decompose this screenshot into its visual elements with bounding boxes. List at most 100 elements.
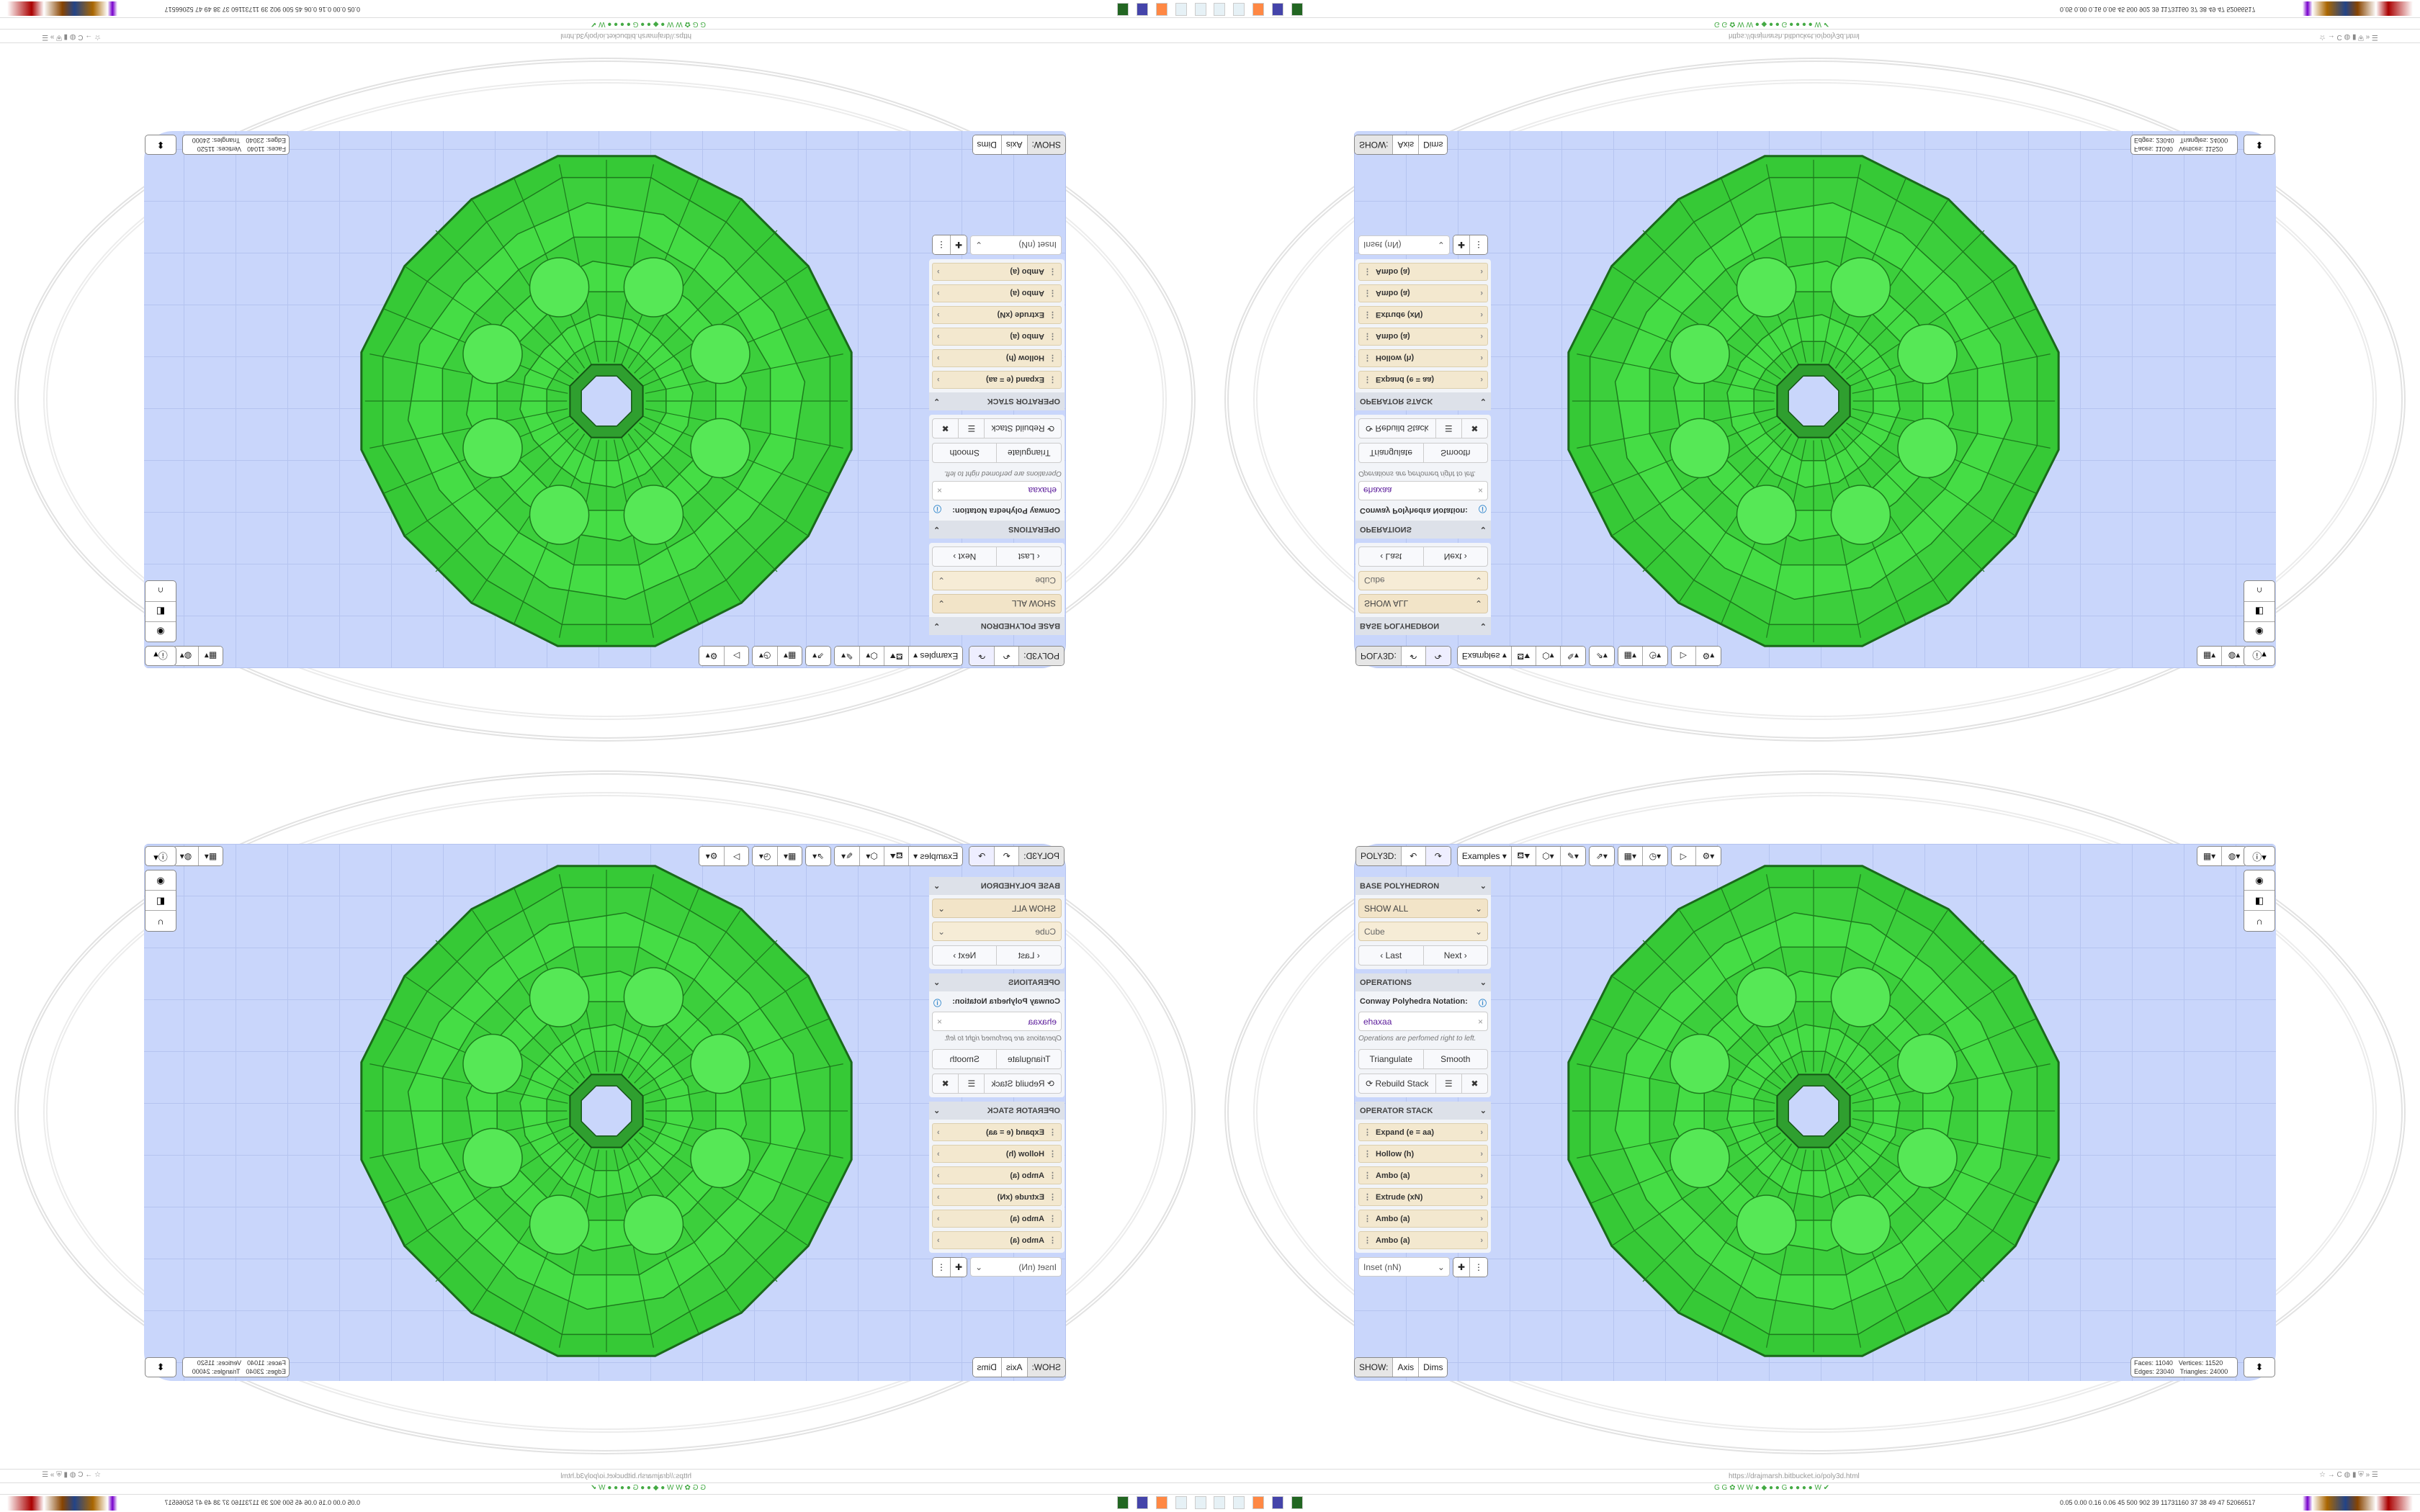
floppy-icon[interactable] (1272, 1496, 1283, 1509)
app-icon[interactable] (1117, 1496, 1129, 1509)
address-bar[interactable]: https://drajmarsh.bitbucket.io/poly3d.ht… (1210, 29, 2420, 43)
stack-item[interactable]: ⋮ Ambo (a) › (1358, 284, 1488, 302)
edit-button[interactable]: ✎▾ (1560, 647, 1585, 665)
drag-handle-icon[interactable]: ⋮ (1049, 1215, 1057, 1223)
edit-button[interactable]: ✎▾ (835, 647, 860, 665)
stack-item[interactable]: ⋮ Hollow (h) › (932, 1145, 1062, 1163)
notepad-icon[interactable] (1233, 1496, 1245, 1509)
eye-button[interactable]: ◉ (145, 870, 176, 891)
more-button[interactable]: ⋮ (933, 235, 950, 254)
drag-handle-icon[interactable]: ⋮ (1049, 267, 1057, 276)
3d-viewport[interactable] (144, 844, 1066, 1381)
clear-stack-button[interactable]: ✖ (933, 1074, 958, 1093)
examples-menu[interactable]: Examples ▾ (1457, 847, 1512, 865)
operations-header[interactable]: OPERATIONS ⌄ (1355, 521, 1491, 539)
stack-item[interactable]: ⋮ Ambo (a) › (932, 1210, 1062, 1228)
globe-button[interactable]: ◍▾ (174, 847, 198, 865)
operator-stack-header[interactable]: OPERATOR STACK ⌄ (929, 392, 1065, 410)
toggle-button[interactable]: ◧ (2244, 601, 2275, 621)
shape-select[interactable]: Cube ⌄ (1358, 571, 1488, 590)
floppy-icon[interactable] (1272, 3, 1283, 16)
drag-handle-icon[interactable]: ⋮ (1049, 375, 1057, 384)
drag-handle-icon[interactable]: ⋮ (1363, 289, 1371, 297)
stack-item[interactable]: ⋮ Expand (e = aa) › (932, 1123, 1062, 1141)
list-button[interactable]: ☰ (958, 1074, 985, 1093)
last-button[interactable]: ‹ Last (1359, 547, 1424, 566)
base-polyhedron-header[interactable]: BASE POLYHEDRON ⌄ (929, 877, 1065, 895)
bookmark-icons[interactable]: G G ✿ W W ● ◆ ● ● G ● ● ● ● W ✔ (1714, 20, 1830, 28)
polyhedron-model[interactable] (144, 844, 1066, 1381)
edit-button[interactable]: ✎▾ (835, 847, 860, 865)
list-button[interactable]: ☰ (958, 419, 985, 438)
notepad-icon[interactable] (1214, 1496, 1225, 1509)
stack-item[interactable]: ⋮ Ambo (a) › (1358, 1231, 1488, 1249)
bookmark-icons[interactable]: G G ✿ W W ● ◆ ● ● G ● ● ● ● W ✔ (590, 1484, 706, 1492)
notation-input[interactable]: ehaxaa × (1358, 1012, 1488, 1031)
notepad-icon[interactable] (1233, 3, 1245, 16)
drag-handle-icon[interactable]: ⋮ (1049, 332, 1057, 341)
stack-item[interactable]: ⋮ Ambo (a) › (1358, 263, 1488, 281)
toggle-button[interactable]: ◧ (145, 601, 176, 621)
app-icon[interactable] (1291, 3, 1303, 16)
export-button[interactable]: ⇗▾ (1589, 847, 1614, 865)
dims-toggle[interactable]: Dims (1419, 135, 1448, 154)
dims-toggle[interactable]: Dims (972, 135, 1001, 154)
browser-toolbar-icons[interactable]: ☆ → C ◍ ▮ ⛨ » ☰ (42, 1471, 101, 1479)
stack-item[interactable]: ⋮ Ambo (a) › (932, 1231, 1062, 1249)
operator-select[interactable]: Inset (nN) ⌄ (970, 235, 1062, 255)
address-bar[interactable]: https://drajmarsh.bitbucket.io/poly3d.ht… (0, 1469, 1210, 1483)
triangulate-button[interactable]: Triangulate (1359, 1050, 1424, 1068)
rebuild-stack-button[interactable]: ⟳ Rebuild Stack (1359, 1074, 1436, 1093)
redo-button[interactable]: ↷ (1425, 847, 1451, 865)
stack-item[interactable]: ⋮ Ambo (a) › (1358, 1166, 1488, 1184)
smooth-button[interactable]: Smooth (1440, 448, 1471, 458)
browser-toolbar-icons[interactable]: ☆ → C ◍ ▮ ⛨ » ☰ (2319, 33, 2378, 41)
more-button[interactable]: ⋮ (1470, 1258, 1487, 1277)
stack-item[interactable]: ⋮ Ambo (a) › (1358, 1210, 1488, 1228)
rebuild-stack-button[interactable]: ⟳ Rebuild Stack (1359, 419, 1436, 438)
view-fit-button[interactable]: ⬍ (2244, 1357, 2275, 1377)
examples-menu[interactable]: Examples ▾ (908, 647, 963, 665)
calendar-button[interactable]: ▦▾ (777, 647, 802, 665)
clear-stack-button[interactable]: ✖ (1462, 1074, 1487, 1093)
drag-handle-icon[interactable]: ⋮ (1049, 289, 1057, 297)
redo-button[interactable]: ↷ (969, 647, 995, 665)
drag-handle-icon[interactable]: ⋮ (1363, 1193, 1371, 1202)
firefox-icon[interactable] (1252, 3, 1264, 16)
calendar-clock-button[interactable]: ▦▾ (198, 847, 223, 865)
drag-handle-icon[interactable]: ⋮ (1049, 1193, 1057, 1202)
calendar-clock-button[interactable]: ▦▾ (2197, 647, 2222, 665)
add-operator-button[interactable]: ✚ (950, 235, 967, 254)
notation-input[interactable]: ehaxaa × (932, 1012, 1062, 1031)
next-button[interactable]: Next › (1443, 552, 1467, 562)
operator-select[interactable]: Inset (nN) ⌄ (1358, 1257, 1450, 1277)
redo-button[interactable]: ↷ (969, 847, 995, 865)
drag-handle-icon[interactable]: ⋮ (1049, 310, 1057, 319)
drag-handle-icon[interactable]: ⋮ (1363, 310, 1371, 319)
drag-handle-icon[interactable]: ⋮ (1049, 1236, 1057, 1245)
settings-button[interactable]: ⚙▾ (1695, 847, 1721, 865)
next-button[interactable]: Next › (953, 950, 977, 960)
drag-handle-icon[interactable]: ⋮ (1363, 267, 1371, 276)
filter-select[interactable]: SHOW ALL ⌄ (932, 594, 1062, 613)
stack-item[interactable]: ⋮ Expand (e = aa) › (1358, 1123, 1488, 1141)
firefox-icon[interactable] (1252, 1496, 1264, 1509)
triangulate-button[interactable]: Triangulate (1359, 444, 1424, 462)
clear-stack-button[interactable]: ✖ (933, 419, 958, 438)
notepad-icon[interactable] (1214, 3, 1225, 16)
drag-handle-icon[interactable]: ⋮ (1363, 1128, 1371, 1137)
stack-item[interactable]: ⋮ Hollow (h) › (1358, 1145, 1488, 1163)
list-button[interactable]: ☰ (1436, 1074, 1462, 1093)
toggle-button[interactable]: ◧ (2244, 891, 2275, 911)
notepad-icon[interactable] (1175, 3, 1187, 16)
notepad-icon[interactable] (1175, 1496, 1187, 1509)
toggle-button[interactable]: ◧ (145, 891, 176, 911)
paint-bucket-button[interactable]: ⛾▾ (1511, 647, 1536, 665)
operations-header[interactable]: OPERATIONS ⌄ (929, 973, 1065, 991)
clock-button[interactable]: ◷▾ (1642, 847, 1667, 865)
axis-toggle[interactable]: Axis (1393, 1358, 1420, 1377)
url-text[interactable]: https://drajmarsh.bitbucket.io/poly3d.ht… (1729, 32, 1860, 40)
export-button[interactable]: ⇗▾ (1589, 647, 1614, 665)
url-text[interactable]: https://drajmarsh.bitbucket.io/poly3d.ht… (560, 32, 691, 40)
globe-button[interactable]: ◍▾ (2222, 847, 2246, 865)
